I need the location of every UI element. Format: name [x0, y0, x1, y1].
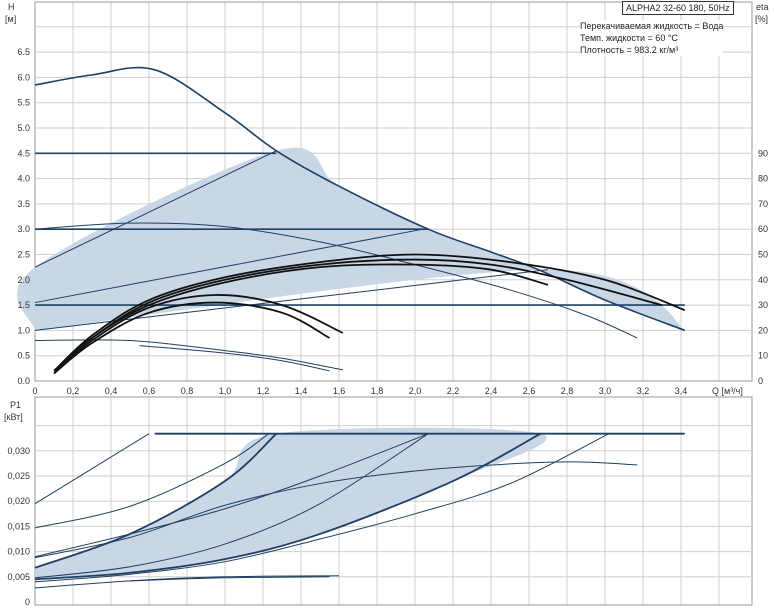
head-plot-frame	[34, 1, 753, 382]
efficiency-curve	[53, 294, 344, 375]
info-fluid: Перекачиваемая жидкость = Вода	[580, 21, 724, 31]
y-tick-label: 0.5	[17, 351, 30, 361]
p1-tick-label: 0,005	[7, 572, 30, 582]
y2-tick-label: 70	[758, 199, 768, 209]
y-tick-label: 1.5	[17, 300, 30, 310]
y-tick-label: 2.5	[17, 250, 30, 260]
efficiency-curve	[53, 301, 330, 375]
x-tick-label: 2,6	[523, 386, 536, 396]
y-tick-label: 2.0	[17, 275, 30, 285]
y2-tick-label: 40	[758, 275, 768, 285]
head-curve	[34, 339, 343, 371]
y-tick-label: 6.5	[17, 47, 30, 57]
info-temp: Темп. жидкости = 60 °C	[580, 33, 678, 43]
x-axis-label: Q [м³/ч]	[712, 386, 743, 396]
head-curve	[34, 222, 638, 339]
chart-title: ALPHA2 32-60 180, 50Hz	[622, 1, 734, 15]
p1-tick-label: 0	[25, 597, 30, 607]
p1-tick-label: 0,015	[7, 521, 30, 531]
x-tick-label: 3,2	[637, 386, 650, 396]
y2-axis-label: eta	[756, 2, 769, 12]
y2-tick-label: 50	[758, 250, 768, 260]
x-tick-label: 1,6	[333, 386, 346, 396]
info-density: Плотность = 983.2 кг/м³	[580, 45, 679, 55]
y-tick-label: 5.5	[17, 98, 30, 108]
power-curve	[34, 433, 277, 569]
power-curve	[34, 433, 610, 583]
y2-tick-label: 80	[758, 174, 768, 184]
power-curve	[34, 575, 340, 589]
y2-tick-label: 30	[758, 300, 768, 310]
x-tick-label: 0,4	[105, 386, 118, 396]
x-tick-label: 2,4	[485, 386, 498, 396]
p1-tick-label: 0,010	[7, 547, 30, 557]
p1-axis-label: P1	[10, 400, 21, 410]
p1-axis-unit: [кВт]	[4, 412, 23, 422]
y-tick-label: 4.0	[17, 174, 30, 184]
y2-tick-label: 60	[758, 224, 768, 234]
power-curve	[34, 433, 429, 579]
y-tick-label: 5.0	[17, 123, 30, 133]
x-tick-label: 3,0	[599, 386, 612, 396]
y-tick-label: 0.0	[17, 376, 30, 386]
x-tick-label: 0,2	[67, 386, 80, 396]
x-tick-label: 2,2	[447, 386, 460, 396]
power-curve	[34, 433, 269, 529]
fluid-info: Перекачиваемая жидкость = Вода Темп. жид…	[580, 20, 724, 56]
y-tick-label: 1.0	[17, 325, 30, 335]
x-tick-label: 0,8	[181, 386, 194, 396]
x-tick-label: 0,6	[143, 386, 156, 396]
y2-tick-label: 10	[758, 351, 768, 361]
head-curve	[34, 150, 277, 268]
p1-tick-label: 0,030	[7, 446, 30, 456]
head-curve	[34, 269, 549, 331]
power-curve	[34, 433, 150, 505]
head-curve	[139, 345, 330, 372]
x-tick-label: 1,8	[371, 386, 384, 396]
y-tick-label: 6.0	[17, 72, 30, 82]
x-tick-label: 2,0	[409, 386, 422, 396]
efficiency-curve	[53, 258, 663, 372]
x-tick-label: 1,4	[295, 386, 308, 396]
y2-tick-label: 0	[758, 376, 763, 386]
efficiency-curve	[53, 263, 549, 372]
y2-tick-label: 90	[758, 148, 768, 158]
x-tick-label: 2,8	[561, 386, 574, 396]
power-curve	[34, 461, 638, 559]
power-curve	[34, 432, 541, 581]
efficiency-curve	[53, 253, 686, 372]
head-curve	[34, 227, 429, 304]
x-tick-label: 3,4	[675, 386, 688, 396]
power-operating-area	[35, 427, 547, 580]
y-axis-unit: [м]	[5, 14, 16, 24]
y-tick-label: 4.5	[17, 148, 30, 158]
power-curve	[34, 433, 429, 558]
x-tick-label: 1,0	[219, 386, 232, 396]
y2-tick-label: 20	[758, 325, 768, 335]
x-tick-label: 0	[32, 386, 37, 396]
y2-axis-unit: [%]	[755, 14, 768, 24]
power-curve	[129, 576, 330, 582]
x-tick-label: 1,2	[257, 386, 270, 396]
y-tick-label: 3.5	[17, 199, 30, 209]
p1-tick-label: 0,020	[7, 496, 30, 506]
head-curve	[34, 66, 686, 332]
operating-area	[17, 147, 686, 332]
y-axis-label: H	[8, 2, 15, 12]
p1-tick-label: 0,025	[7, 471, 30, 481]
y-tick-label: 3.0	[17, 224, 30, 234]
